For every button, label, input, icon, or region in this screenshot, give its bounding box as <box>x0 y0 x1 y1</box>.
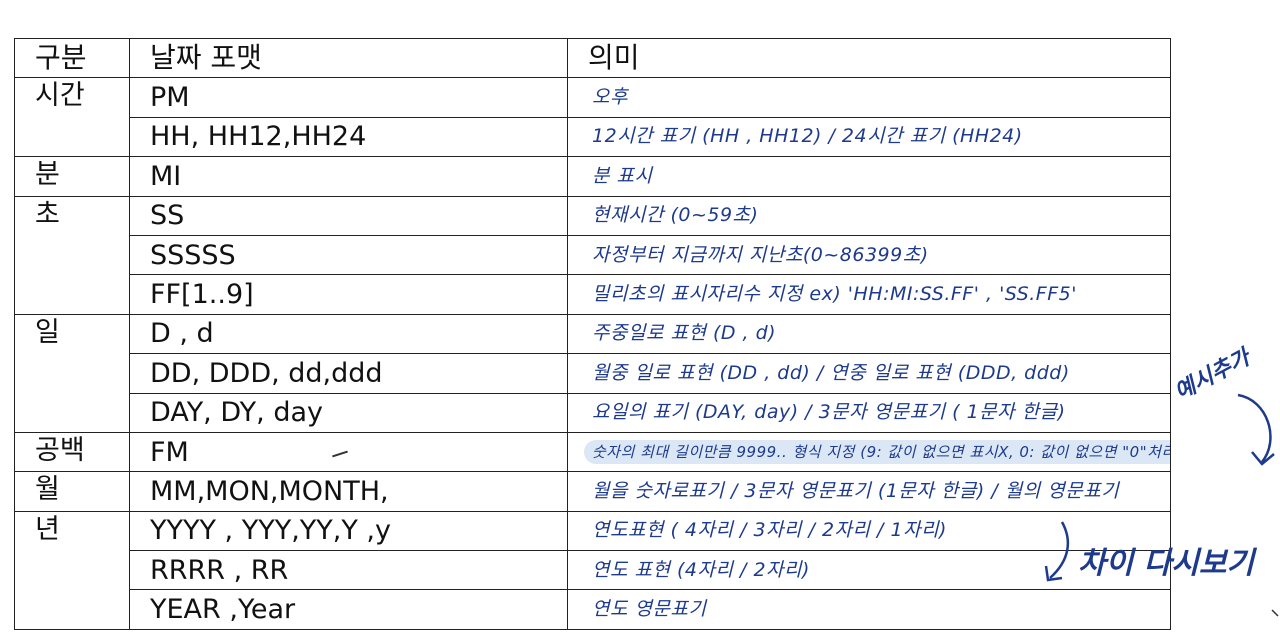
table-row: 분 MI 분 표시 <box>14 156 1171 197</box>
brace-arrow-icon <box>1049 521 1070 579</box>
table-row: HH, HH12,HH24 12시간 표기 (HH , HH12) / 24시간… <box>15 116 1171 158</box>
format-cell: YYYY , YYY,YY,Y ,y <box>129 510 568 552</box>
meaning-cell: 자정부터 지금까지 지난초(0~86399초) <box>567 234 1171 276</box>
meaning-cell: 연도표현 ( 4자리 / 3자리 / 2자리 / 1자리) <box>567 510 1171 552</box>
date-format-table: 구분 날짜 포맷 의미 시간 PM 오후 HH, HH12,HH24 12시간 … <box>14 37 1171 630</box>
difference-note: 차이 다시보기 <box>1078 546 1255 581</box>
pen-stroke-mark <box>1271 609 1279 617</box>
category-cell: 월 <box>14 471 130 512</box>
table-row: SSSSS 자정부터 지금까지 지난초(0~86399초) <box>15 234 1171 276</box>
meaning-cell: 숫자의 최대 길이만큼 9999.. 형식 지정 (9: 값이 없으면 표시X,… <box>567 431 1171 473</box>
table-row: 공백 FM 숫자의 최대 길이만큼 9999.. 형식 지정 (9: 값이 없으… <box>14 431 1171 473</box>
table-row: DD, DDD, dd,ddd 월중 일로 표현 (DD , dd) / 연중 … <box>15 353 1171 394</box>
meaning-cell: 요일의 표기 (DAY, day) / 3문자 영문표기 ( 1문자 한글) <box>567 392 1171 433</box>
highlighted-meaning: 숫자의 최대 길이만큼 9999.. 형식 지정 (9: 값이 없으면 표시X,… <box>584 439 1170 464</box>
meaning-cell: 밀리초의 표시자리수 지정 ex) 'HH:MI:SS.FF' , 'SS.FF… <box>567 274 1171 315</box>
format-cell: MM,MON,MONTH, <box>129 471 568 512</box>
format-cell: FF[1..9] <box>129 274 568 315</box>
category-cell: 일 <box>14 313 130 433</box>
table-row: 월 MM,MON,MONTH, 월을 숫자로표기 / 3문자 영문표기 (1문자… <box>14 471 1171 512</box>
arrow-head-icon <box>1251 451 1275 466</box>
table-row: 년 YYYY , YYY,YY,Y ,y 연도표현 ( 4자리 / 3자리 / … <box>14 510 1171 630</box>
format-cell: RRRR , RR <box>129 550 568 591</box>
format-cell: DAY, DY, day <box>129 392 568 433</box>
table-row: YEAR ,Year 연도 영문표기 <box>15 589 1171 630</box>
category-cell: 공백 <box>14 431 130 473</box>
table-row: RRRR , RR 연도 표현 (4자리 / 2자리) <box>15 550 1171 591</box>
meaning-cell: 월을 숫자로표기 / 3문자 영문표기 (1문자 한글) / 월의 영문표기 <box>567 471 1171 512</box>
meaning-cell: 12시간 표기 (HH , HH12) / 24시간 표기 (HH24) <box>567 116 1171 158</box>
category-cell: 분 <box>14 156 130 197</box>
format-cell: SSSSS <box>129 234 568 276</box>
meaning-cell: 분 표시 <box>567 156 1171 197</box>
table-row: DAY, DY, day 요일의 표기 (DAY, day) / 3문자 영문표… <box>15 392 1171 433</box>
meaning-cell: 월중 일로 표현 (DD , dd) / 연중 일로 표현 (DDD, ddd) <box>567 353 1171 394</box>
table-row: 일 D , d 주중일로 표현 (D , d) <box>14 313 1171 433</box>
category-cell: 초 <box>14 195 130 315</box>
format-cell: SS <box>129 195 568 236</box>
format-cell: D , d <box>129 313 568 355</box>
table-row: 초 SS 현재시간 (0~59초) <box>14 195 1171 315</box>
header-format: 날짜 포맷 <box>129 37 568 79</box>
curved-arrow-icon <box>1237 393 1272 463</box>
header-meaning: 의미 <box>567 37 1171 79</box>
table-row: FF[1..9] 밀리초의 표시자리수 지정 ex) 'HH:MI:SS.FF'… <box>15 274 1171 315</box>
format-cell: FM <box>129 431 568 473</box>
header-category: 구분 <box>14 37 130 79</box>
meaning-cell: 오후 <box>567 77 1171 118</box>
format-cell: YEAR ,Year <box>129 589 568 630</box>
format-cell: DD, DDD, dd,ddd <box>129 353 568 394</box>
format-cell: HH, HH12,HH24 <box>129 116 568 158</box>
table-header-row: 구분 날짜 포맷 의미 <box>14 37 1171 79</box>
meaning-cell: 주중일로 표현 (D , d) <box>567 313 1171 355</box>
meaning-cell: 연도 영문표기 <box>567 589 1171 630</box>
brace-arrow-head-icon <box>1044 565 1063 582</box>
category-cell: 년 <box>14 510 130 630</box>
